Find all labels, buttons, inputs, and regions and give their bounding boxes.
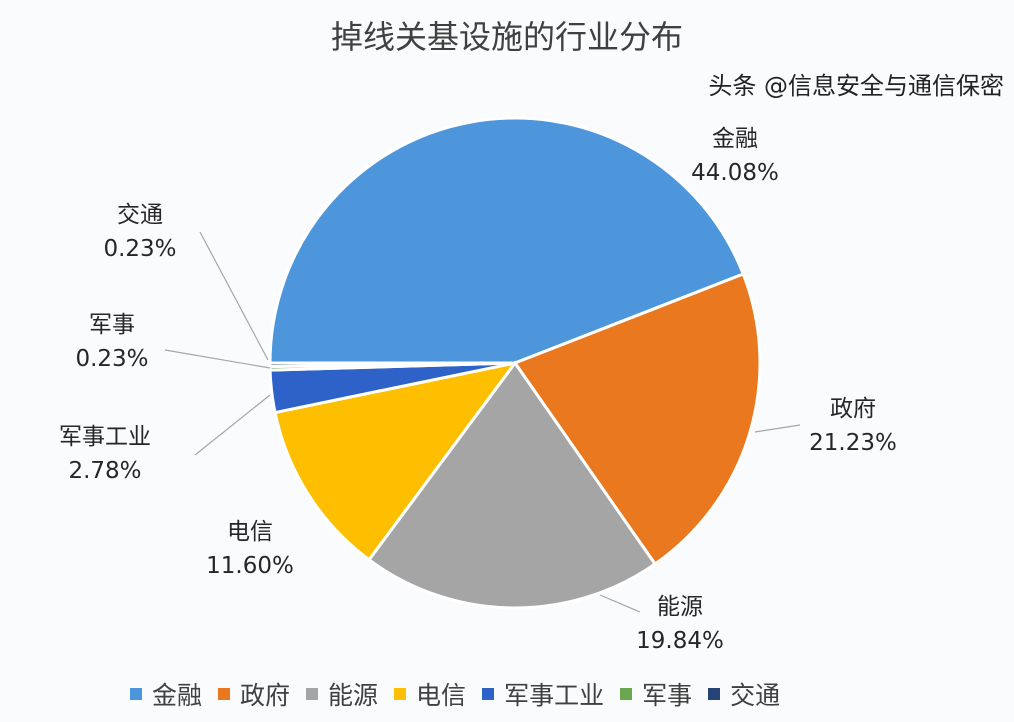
data-label-4: 军事工业 2.78% [35,420,175,488]
pie-slice-2 [366,360,658,610]
legend-label: 交通 [730,681,781,710]
data-label-3: 电信 11.60% [180,515,320,583]
data-label-value: 21.23% [809,430,897,456]
legend-item: 政府 [218,676,290,712]
legend-item: 电信 [394,676,466,712]
pie-slice-3 [273,360,519,562]
legend-item: 军事 [620,676,692,712]
data-label-category: 政府 [830,396,876,422]
data-label-value: 19.84% [636,628,724,654]
data-label-6: 交通 0.23% [70,198,210,266]
legend-swatch [620,688,633,700]
legend-label: 电信 [416,681,467,710]
legend-label: 军事 [642,681,693,710]
legend-item: 军事工业 [482,676,604,712]
legend-swatch [708,688,721,700]
data-label-category: 能源 [657,594,703,620]
data-label-0: 金融 44.08% [665,122,805,190]
legend-swatch [218,688,231,700]
leader-line-2 [599,594,641,613]
leader-line-5 [164,349,271,369]
data-label-value: 11.60% [206,553,294,579]
pie-slice-1 [512,272,762,567]
pie-slice-0 [268,116,746,365]
leader-line-1 [754,424,801,433]
legend-swatch [394,688,407,700]
data-label-value: 2.78% [68,458,142,484]
data-label-category: 金融 [712,126,758,152]
leader-line-6 [199,231,269,361]
legend-swatch [130,688,142,700]
legend: 金融 政府 能源 电信 军事工业 军事 交通 [130,676,780,712]
legend-item: 交通 [708,676,780,712]
legend-item: 能源 [306,676,378,712]
data-label-5: 军事 0.23% [42,308,182,376]
legend-swatch [482,688,495,700]
data-label-value: 0.23% [103,236,177,262]
data-label-2: 能源 19.84% [610,590,750,658]
legend-swatch [306,688,319,700]
leader-line-4 [194,394,271,456]
data-label-category: 军事工业 [59,424,151,450]
legend-label: 能源 [328,681,379,710]
data-label-category: 交通 [117,202,163,228]
data-label-value: 0.23% [75,346,149,372]
pie-slice-6 [268,361,516,369]
data-label-category: 军事 [89,312,135,338]
legend-item: 金融 [130,676,202,712]
legend-label: 政府 [240,681,291,710]
legend-label: 军事工业 [504,681,605,710]
data-label-value: 44.08% [691,160,779,186]
chart-title: 掉线关基设施的行业分布 [330,18,683,56]
legend-label: 金融 [152,681,203,710]
watermark: 头条 @信息安全与通信保密 [708,72,1004,100]
data-label-1: 政府 21.23% [783,392,923,460]
data-label-category: 电信 [227,519,273,545]
